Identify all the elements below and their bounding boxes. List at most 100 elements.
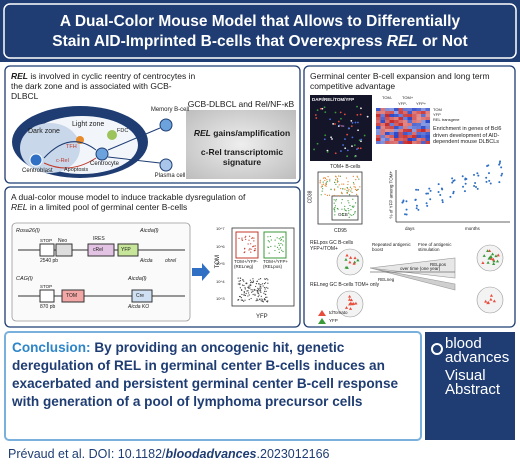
heat-cell — [412, 141, 417, 144]
flow-dot — [274, 239, 276, 241]
scatter-dot — [342, 212, 344, 215]
scatter-dot — [322, 177, 325, 179]
label: Apoptosis — [64, 167, 89, 173]
heat-cell — [380, 138, 385, 141]
flow-dot — [267, 300, 269, 302]
cell-dot — [360, 140, 362, 143]
heat-cell — [380, 132, 385, 135]
time-dot — [487, 172, 490, 175]
heat-cell — [376, 120, 381, 123]
heat-cell — [407, 120, 412, 123]
flow-dot — [266, 300, 268, 303]
scatter-dot — [337, 208, 339, 210]
scatter-dot — [357, 176, 359, 178]
time-dot — [414, 198, 417, 201]
scatter-dot — [329, 178, 331, 180]
label: STOP — [40, 284, 53, 289]
heat-cell — [412, 126, 417, 129]
scatter-dot — [346, 189, 348, 192]
scatter-dot — [333, 194, 335, 197]
cell-dot — [350, 119, 353, 122]
scatter-dot — [344, 205, 346, 207]
cell-dot — [340, 117, 342, 120]
heat-cell — [416, 141, 421, 144]
flow-dot — [264, 278, 266, 280]
flow-dot — [278, 242, 280, 244]
flow-dot — [267, 246, 270, 248]
cell-dot — [331, 138, 333, 140]
scatter-dot — [353, 186, 355, 188]
arrow — [107, 156, 161, 164]
microscopy-image — [310, 95, 372, 161]
flow-dot — [241, 239, 243, 241]
flow-dot — [255, 282, 258, 285]
flow-dot — [255, 285, 257, 288]
text: in a limited pool of germinal center B-c… — [29, 202, 188, 213]
heat-cell — [421, 111, 426, 114]
gate-label: GCB — [338, 212, 348, 217]
time-dot — [415, 204, 418, 207]
scatter-dot — [348, 190, 350, 192]
flow-dot — [257, 288, 260, 290]
flow-dot — [252, 246, 254, 248]
time-dot — [441, 188, 444, 191]
scatter-dot — [321, 184, 323, 186]
cell-dot — [353, 144, 356, 147]
panel-text: Germinal center B-cell expansion and lon… — [310, 71, 490, 92]
cell-dot — [334, 111, 337, 114]
gate — [263, 231, 287, 259]
heat-cell — [389, 138, 394, 141]
time-dot — [429, 189, 432, 192]
scatter-dot — [334, 206, 336, 209]
time-dot — [474, 182, 477, 185]
flow-dot — [241, 284, 244, 286]
label: Light zone — [72, 121, 105, 128]
cell-icon — [496, 253, 500, 257]
scatter-dot — [334, 209, 336, 211]
flow-dot — [245, 292, 247, 295]
label: TOM+ — [402, 95, 414, 100]
flow-dot — [264, 282, 267, 284]
flow-dot — [252, 278, 254, 280]
heat-cell — [394, 126, 399, 129]
flow-dot — [260, 287, 262, 289]
cell-dot — [334, 152, 337, 155]
scatter-dot — [349, 214, 351, 216]
cell-dot — [337, 120, 340, 123]
cell-dot — [350, 125, 353, 128]
finding: REL gains/amplification — [192, 128, 292, 138]
logo-box — [425, 332, 515, 440]
scatter-dot — [342, 188, 344, 190]
text: TOM+/YFP- — [234, 259, 259, 264]
flow-dot — [247, 292, 250, 294]
flow-dot — [279, 247, 282, 249]
heat-cell — [398, 126, 403, 129]
text: A dual-color mouse model to induce track… — [11, 192, 246, 202]
heat-cell — [385, 132, 390, 135]
arrow — [192, 263, 210, 281]
gate — [331, 195, 359, 221]
heat-cell — [380, 108, 385, 111]
scatter-dot — [344, 209, 346, 211]
scatter-dot — [346, 192, 348, 194]
label: Rosa26(l) — [16, 228, 40, 234]
flow-dot — [252, 293, 254, 296]
time-dot — [500, 174, 503, 177]
flow-dot — [257, 287, 259, 289]
scatter-dot — [324, 184, 326, 187]
flow-dot — [250, 281, 253, 283]
cell-icon — [356, 258, 360, 262]
time-dot — [465, 177, 468, 180]
banner — [0, 0, 520, 62]
heat-cell — [398, 120, 403, 123]
flow-dot — [253, 240, 255, 242]
heat-cell — [421, 108, 426, 111]
time-dot — [425, 192, 428, 195]
flow-dot — [274, 249, 276, 252]
scatter-dot — [337, 186, 339, 188]
flow-dot — [267, 279, 269, 281]
heat-cell — [403, 141, 408, 144]
label: c-Rel — [56, 158, 69, 164]
cell-icon — [486, 249, 490, 252]
flow-dot — [244, 287, 246, 289]
